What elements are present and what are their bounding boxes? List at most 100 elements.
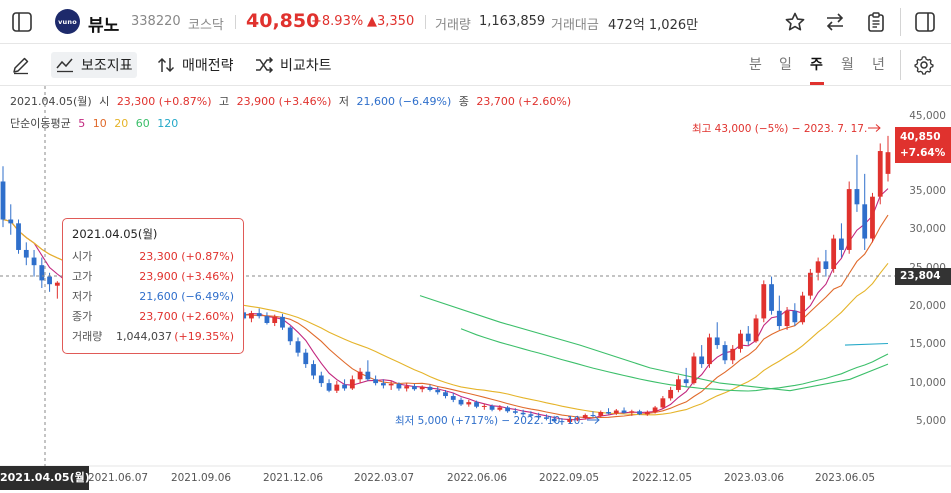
legend-close-value: 23,700 (+2.60%): [476, 95, 572, 108]
legend-close-label: 종: [458, 95, 469, 108]
candle-body: [559, 421, 565, 423]
sidebar-toggle-icon[interactable]: [10, 10, 34, 34]
high-annotation: 최고 43,000 (−5%) − 2023. 7. 17.: [692, 123, 867, 135]
candle-body: [497, 407, 503, 410]
chart-toolbar: 보조지표 매매전략 비교차트 분 일 주 월 년: [0, 44, 951, 86]
legend-open-value: 23,300 (+0.87%): [116, 95, 212, 108]
current-price-badge: 40,850 +7.64%: [895, 127, 951, 163]
swap-arrows-icon[interactable]: [823, 10, 847, 34]
candle-body: [419, 386, 425, 390]
candle-body: [582, 415, 588, 419]
legend-high-value: 23,900 (+3.46%): [236, 95, 332, 108]
candle-body: [644, 412, 650, 415]
y-tick-label: 20,000: [909, 300, 946, 312]
header-divider: [900, 8, 901, 36]
indicators-button[interactable]: 보조지표: [51, 52, 137, 78]
change-amount: ▲3,350: [367, 14, 415, 29]
period-month[interactable]: 월: [841, 57, 854, 73]
crosshair: [0, 86, 895, 466]
strategy-button[interactable]: 매매전략: [152, 52, 238, 78]
low-annotation: 최저 5,000 (+717%) − 2022. 10. 10.: [395, 415, 584, 427]
candle-body: [481, 405, 487, 407]
candle-body: [396, 383, 402, 389]
candle-body: [256, 313, 262, 317]
header-divider: [235, 15, 236, 29]
period-week[interactable]: 주: [810, 57, 823, 73]
x-tick-label: 2022.03.07: [354, 472, 414, 484]
ma5-label: 5: [78, 117, 86, 130]
candle-body: [870, 196, 875, 239]
period-minute[interactable]: 분: [749, 57, 762, 73]
date-axis: 2021.06.07 2021.09.06 2021.12.06 2022.03.07…: [0, 465, 951, 484]
candle-body: [303, 352, 309, 365]
candlestick-chart[interactable]: 45,00040,00035,00030,00025,00020,00015,0…: [0, 86, 951, 493]
favorite-star-icon[interactable]: [783, 10, 807, 34]
gear-icon[interactable]: [913, 54, 935, 76]
candle-body: [388, 383, 394, 386]
tooltip-open-label: 시가: [72, 250, 93, 263]
candle-body: [458, 399, 464, 405]
candle-body: [839, 238, 844, 250]
indicators-label: 보조지표: [81, 58, 133, 74]
current-change-badge-value: +7.64%: [900, 147, 946, 159]
candle-body: [443, 392, 448, 397]
candle-body: [823, 261, 829, 269]
buy-sell-arrows-icon: [157, 57, 175, 73]
candle-body: [714, 337, 720, 346]
candle-body: [784, 310, 790, 327]
candle-body: [621, 410, 627, 413]
clipboard-icon[interactable]: [864, 10, 888, 34]
x-tick-label: 2021.06.07: [88, 472, 148, 484]
tooltip-close-label: 종가: [72, 310, 93, 323]
candle-body: [854, 189, 860, 205]
market-label: 코스닥: [188, 18, 224, 33]
y-tick-label: 5,000: [916, 415, 946, 427]
tooltip-close-row: 종가 23,700 (+2.60%): [72, 306, 234, 326]
active-period-indicator: [810, 82, 824, 85]
candles[interactable]: [0, 135, 891, 425]
shuffle-icon: [256, 56, 274, 74]
compare-chart-button[interactable]: 비교차트: [250, 52, 336, 78]
candle-body: [738, 333, 743, 349]
legend-high-label: 고: [219, 95, 230, 108]
candle-body: [598, 412, 604, 416]
candle-body: [683, 379, 689, 384]
candle-body: [629, 411, 635, 413]
candle-body: [8, 219, 14, 224]
candle-body: [606, 412, 611, 414]
candle-body: [691, 356, 697, 384]
tooltip-high-value: 23,900 (+3.46%): [139, 269, 234, 283]
trade-amount-label: 거래대금: [551, 18, 599, 33]
tooltip-volume-change: (+19.35%): [174, 329, 234, 343]
candle-body: [862, 204, 868, 239]
right-panel-toggle-icon[interactable]: [913, 10, 937, 34]
crosshair-date-badge: 2021.04.05(월): [0, 466, 90, 490]
candle-body: [23, 249, 29, 258]
period-day[interactable]: 일: [779, 57, 792, 73]
candle-body: [466, 402, 472, 405]
indicator-line-icon: [56, 58, 73, 73]
candle-body: [815, 261, 821, 273]
candle-body: [637, 411, 642, 415]
candle-body: [675, 379, 681, 390]
candle-body: [846, 189, 852, 250]
stock-header: vuno 뷰노 338220 코스닥 40,850 +8.93% ▲3,350 …: [0, 0, 951, 44]
candle-body: [877, 151, 883, 197]
moving-average-legend[interactable]: 단순이동평균 5 10 20 60 120: [10, 115, 182, 131]
candle-body: [326, 383, 332, 391]
y-tick-label: 10,000: [909, 377, 946, 389]
tooltip-low-label: 저가: [72, 290, 93, 303]
ma60-line: [460, 328, 889, 392]
candle-body: [295, 341, 301, 353]
trade-amount-value: 472억 1,026만: [608, 18, 699, 33]
candle-body: [885, 152, 891, 174]
candle-body: [249, 313, 254, 319]
ma120-line: [844, 342, 889, 346]
candle-body: [342, 384, 347, 389]
period-year[interactable]: 년: [872, 57, 885, 73]
candle-body: [318, 375, 324, 384]
ma20-label: 20: [114, 117, 129, 130]
current-price: 40,850: [246, 10, 320, 32]
pencil-draw-icon[interactable]: [10, 54, 32, 76]
x-tick-label: 2021.09.06: [171, 472, 231, 484]
